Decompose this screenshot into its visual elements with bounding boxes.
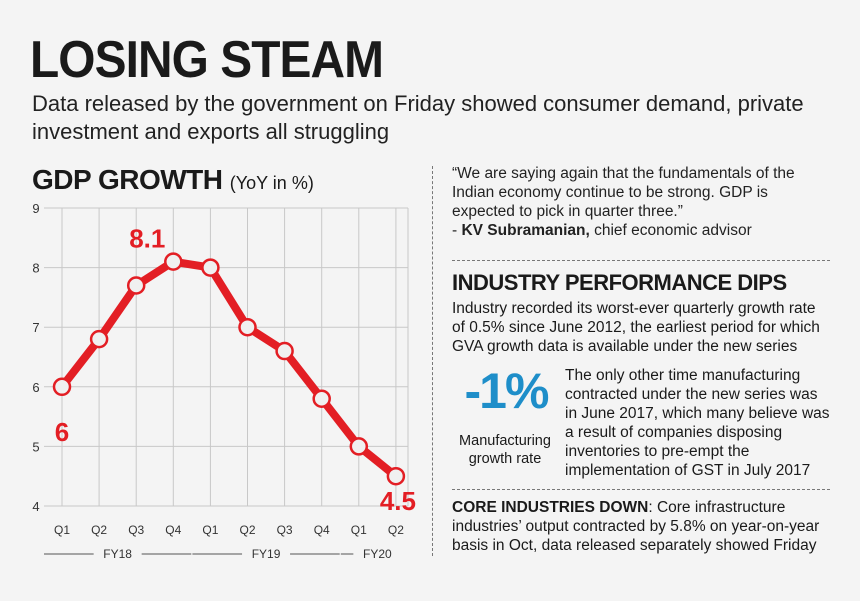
data-point	[126, 276, 146, 295]
quote-role: chief economic advisor	[589, 222, 752, 239]
industry-body: Industry recorded its worst-ever quarter…	[452, 300, 820, 355]
manufacturing-stat-text: The only other time manufacturing contra…	[565, 367, 830, 479]
x-tick-label: Q2	[239, 523, 255, 537]
fiscal-year-label: FY20	[363, 547, 392, 561]
data-label: 6	[55, 417, 69, 447]
x-tick-label: Q3	[277, 523, 293, 537]
x-tick-label: Q2	[388, 523, 404, 537]
economist-quote: “We are saying again that the fundamenta…	[452, 164, 832, 240]
data-point	[275, 341, 294, 361]
headline: LOSING STEAM	[30, 31, 384, 89]
manufacturing-stat-value: -1%	[464, 363, 550, 419]
y-tick-label: 7	[32, 320, 39, 335]
x-tick-label: Q4	[314, 523, 330, 537]
fiscal-year-label: FY18	[103, 547, 132, 561]
vertical-divider	[432, 166, 433, 556]
y-tick-label: 6	[32, 380, 39, 395]
core-industries-note: CORE INDUSTRIES DOWN: Core infrastructur…	[452, 498, 832, 555]
gdp-chart-title: GDP GROWTH (YoY in %)	[32, 164, 314, 196]
core-text: : Core infrastructure industries’ output…	[452, 499, 820, 554]
y-tick-label: 4	[32, 499, 39, 514]
quote-author: KV Subramanian,	[461, 222, 590, 239]
x-tick-label: Q2	[91, 523, 107, 537]
manufacturing-stat-label: Manufacturing growth rate	[459, 433, 551, 467]
x-tick-label: Q1	[54, 523, 70, 537]
data-label: 4.5	[380, 486, 416, 516]
y-tick-label: 5	[32, 439, 39, 454]
gdp-growth-line-chart: 4 5 6 7 8 9 6 8.1 4.5 Q1 Q2 Q3 Q4 Q1 Q2 Q3 Q4 Q1 Q2 FY18 FY1…	[32, 201, 416, 561]
data-point	[201, 258, 220, 277]
section-divider	[452, 489, 830, 490]
core-label: CORE INDUSTRIES DOWN	[452, 499, 649, 516]
data-point	[386, 466, 406, 486]
quote-text: “We are saying again that the fundamenta…	[452, 165, 795, 220]
y-tick-label: 8	[32, 261, 39, 276]
data-point	[164, 252, 183, 271]
subheadline: Data released by the government on Frida…	[32, 91, 804, 144]
data-point	[89, 329, 109, 349]
x-tick-label: Q3	[128, 523, 144, 537]
section-divider	[452, 260, 830, 261]
x-tick-label: Q4	[165, 523, 181, 537]
gdp-title-text: GDP GROWTH	[32, 164, 223, 195]
gdp-title-unit: (YoY in %)	[229, 173, 314, 193]
quote-prefix: -	[452, 222, 462, 239]
data-point	[238, 317, 257, 337]
x-tick-label: Q1	[202, 523, 218, 537]
data-point	[52, 377, 72, 397]
industry-heading: INDUSTRY PERFORMANCE DIPS	[452, 270, 787, 295]
fiscal-year-label: FY19	[252, 547, 281, 561]
data-point	[312, 389, 331, 408]
gdp-series-line	[58, 257, 400, 481]
x-tick-label: Q1	[351, 523, 367, 537]
data-label: 8.1	[129, 224, 165, 254]
data-point	[349, 437, 369, 456]
y-tick-label: 9	[32, 201, 39, 216]
